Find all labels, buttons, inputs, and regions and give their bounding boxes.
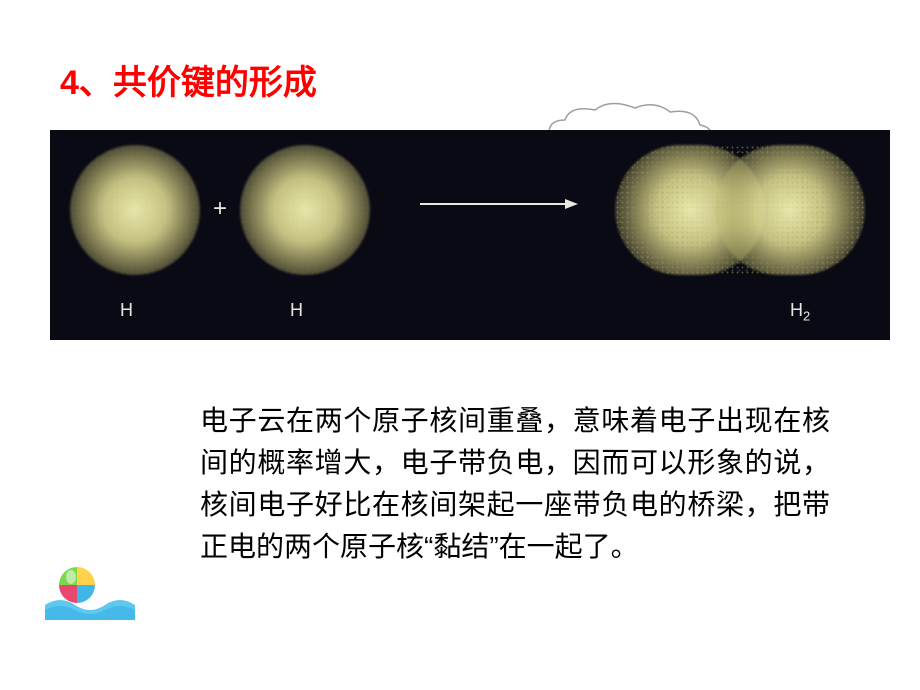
section-heading: 4、共价键的形成 [60, 55, 317, 104]
label-atom-right: H [290, 300, 303, 321]
electron-cloud-molecule [615, 145, 865, 275]
label-molecule: H2 [790, 300, 810, 324]
beach-ball-wave-icon [45, 555, 135, 620]
electron-cloud-atom-left [70, 145, 200, 275]
explanation-paragraph: 电子云在两个原子核间重叠，意味着电子出现在核间的概率增大，电子带负电，因而可以形… [200, 400, 830, 568]
covalent-bond-diagram: + H H H2 [50, 130, 890, 340]
plus-symbol: + [213, 195, 227, 223]
reaction-arrow-icon [420, 196, 580, 212]
label-atom-left: H [120, 300, 133, 321]
electron-cloud-atom-right [240, 145, 370, 275]
